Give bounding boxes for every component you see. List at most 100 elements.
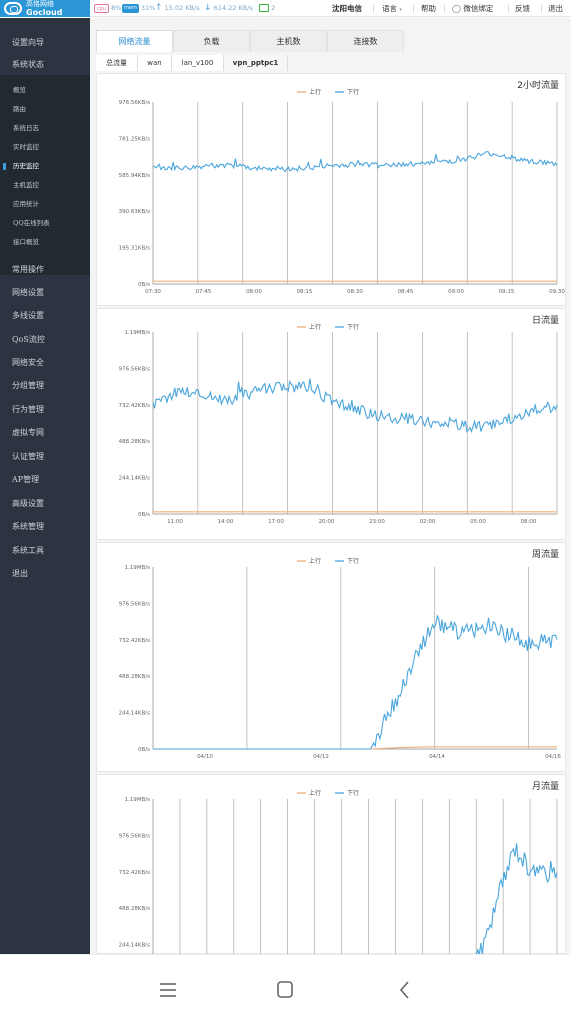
x-tick-label: 08:45 — [398, 289, 414, 295]
sidebar-item-system-mgmt[interactable]: 系统管理 — [12, 522, 44, 531]
tab-network-traffic[interactable]: 网络流量 — [96, 30, 173, 52]
x-tick-label: 14:00 — [218, 519, 234, 525]
cloud-logo-icon — [4, 2, 22, 15]
y-tick-label: 488.28KB/s — [119, 439, 150, 445]
y-tick-label: 976.56KB/s — [119, 100, 150, 106]
brand-name-en: Gocloud — [26, 8, 63, 17]
y-tick-label: 732.42KB/s — [119, 870, 150, 876]
logout-link[interactable]: 退出 — [548, 4, 563, 13]
sidebar-item-advanced[interactable]: 高级设置 — [12, 499, 44, 508]
x-tick-label: 04/10 — [197, 754, 213, 760]
submenu-item-overview[interactable]: 概览 — [13, 86, 26, 94]
legend-label: 上行 — [309, 88, 321, 96]
x-tick-label: 11:00 — [167, 519, 183, 525]
sidebar-item-system-status[interactable]: 系统状态 — [12, 60, 44, 69]
help-link[interactable]: 帮助 — [421, 4, 436, 13]
series-line-download — [152, 151, 558, 173]
sidebar-item-auth-mgmt[interactable]: 认证管理 — [12, 452, 44, 461]
submenu-item-host-monitor[interactable]: 主机监控 — [13, 181, 39, 189]
submenu-item-realtime-monitor[interactable]: 实时监控 — [13, 143, 39, 151]
tab-connections[interactable]: 连接数 — [327, 30, 404, 52]
upload-speed: 15.02 KB/s — [164, 4, 200, 12]
chart-panel-month: 月流量 上行 下行 1.19MB/s 976.56KB/s 732.42KB/s 488.2… — [96, 774, 566, 955]
submenu-item-history-monitor[interactable]: 历史监控 — [0, 157, 90, 176]
chart-title: 2小时流量 — [517, 79, 559, 91]
wechat-bind-link[interactable]: ◯ 微信绑定 — [452, 0, 493, 17]
y-tick-label: 976.56KB/s — [119, 366, 150, 372]
chart-title: 日流量 — [532, 314, 559, 326]
top-bar: 高恪网络 Gocloud cpu 8% mem 31% ↑ 15.02 KB/s ↓… — [0, 0, 571, 17]
subtab-total[interactable]: 总流量 — [96, 55, 138, 71]
cpu-value: 8% — [111, 4, 122, 12]
sidebar-item-multiline[interactable]: 多线设置 — [12, 311, 44, 320]
sidebar-item-exit[interactable]: 退出 — [12, 569, 28, 578]
submenu-item-system-log[interactable]: 系统日志 — [13, 124, 39, 132]
divider — [541, 4, 542, 13]
y-tick-label: 0B/s — [138, 747, 150, 753]
device-stat[interactable]: 2 — [259, 3, 275, 14]
sidebar-item-group-mgmt[interactable]: 分组管理 — [12, 381, 44, 390]
y-tick-label: 244.14KB/s — [119, 476, 150, 482]
x-tick-label: 17:00 — [268, 519, 284, 525]
sidebar-item-behavior-mgmt[interactable]: 行为管理 — [12, 405, 44, 414]
home-icon[interactable] — [273, 979, 297, 1001]
legend-label: 下行 — [347, 88, 359, 96]
series-line-download — [153, 843, 558, 955]
y-tick-label: 781.25KB/s — [119, 136, 150, 142]
legend-label: 下行 — [347, 557, 359, 565]
submenu-item-qq-online[interactable]: QQ在线列表 — [13, 219, 50, 227]
sidebar-item-system-tools[interactable]: 系统工具 — [12, 546, 44, 555]
monitor-icon — [259, 4, 269, 12]
feedback-link[interactable]: 反馈 — [515, 4, 530, 13]
x-tick-label: 08:00 — [246, 289, 262, 295]
y-tick-label: 732.42KB/s — [119, 638, 150, 644]
language-menu[interactable]: 语言 ▾ — [382, 0, 402, 17]
sidebar-item-ap-mgmt[interactable]: AP管理 — [12, 475, 40, 484]
device-count: 2 — [271, 4, 276, 12]
divider — [413, 4, 414, 13]
x-tick-label: 05:00 — [470, 519, 486, 525]
sidebar-item-vpn[interactable]: 虚拟专网 — [12, 428, 44, 437]
x-tick-label: 04/12 — [313, 754, 329, 760]
y-tick-label: 585.94KB/s — [119, 173, 150, 179]
y-tick-label: 488.28KB/s — [119, 906, 150, 912]
sidebar-item-network-security[interactable]: 网络安全 — [12, 358, 44, 367]
subtab-lan-v100[interactable]: lan_v100 — [172, 55, 224, 71]
subtab-wan[interactable]: wan — [138, 55, 172, 71]
menu-icon[interactable] — [156, 979, 180, 1001]
submenu-item-interface-overview[interactable]: 接口概览 — [13, 238, 39, 246]
download-speed: 614.22 KB/s — [213, 4, 253, 12]
wechat-icon: ◯ — [452, 4, 461, 13]
chart-title: 月流量 — [532, 780, 559, 792]
x-tick-label: 09:30 — [549, 289, 565, 295]
sidebar-item-setup-wizard[interactable]: 设置向导 — [12, 38, 44, 47]
tab-host-count[interactable]: 主机数 — [250, 30, 327, 52]
back-icon[interactable] — [393, 979, 417, 1001]
y-tick-label: 976.56KB/s — [119, 833, 150, 839]
x-tick-label: 07:45 — [196, 289, 212, 295]
mem-badge: mem — [122, 4, 139, 13]
upload-stat: ↑ 15.02 KB/s — [155, 3, 200, 14]
system-nav-bar — [0, 954, 571, 1024]
sidebar-item-common-ops[interactable]: 常用操作 — [12, 265, 44, 274]
sidebar-item-qos[interactable]: QoS流控 — [12, 335, 45, 344]
tab-load[interactable]: 负载 — [173, 30, 250, 52]
y-tick-label: 976.56KB/s — [119, 601, 150, 607]
chevron-down-icon: ▾ — [399, 7, 402, 13]
language-label: 语言 — [382, 4, 397, 13]
divider — [373, 4, 374, 13]
arrow-up-icon: ↑ — [155, 3, 163, 13]
submenu-item-routes[interactable]: 路由 — [13, 105, 26, 113]
divider — [444, 4, 445, 13]
submenu-item-app-stats[interactable]: 应用统计 — [13, 200, 39, 208]
x-tick-label: 04/14 — [429, 754, 445, 760]
y-tick-label: 1.19MB/s — [125, 797, 151, 803]
main-content: 网络流量 负载 主机数 连接数 总流量 wan lan_v100 vpn_ppt… — [90, 18, 571, 955]
y-tick-label: 0B/s — [138, 512, 150, 518]
subtab-vpn-pptpc1[interactable]: vpn_pptpc1 — [224, 55, 288, 71]
sidebar-item-network-settings[interactable]: 网络设置 — [12, 288, 44, 297]
x-tick-label: 08:00 — [521, 519, 537, 525]
brand-logo[interactable]: 高恪网络 Gocloud — [0, 0, 90, 17]
